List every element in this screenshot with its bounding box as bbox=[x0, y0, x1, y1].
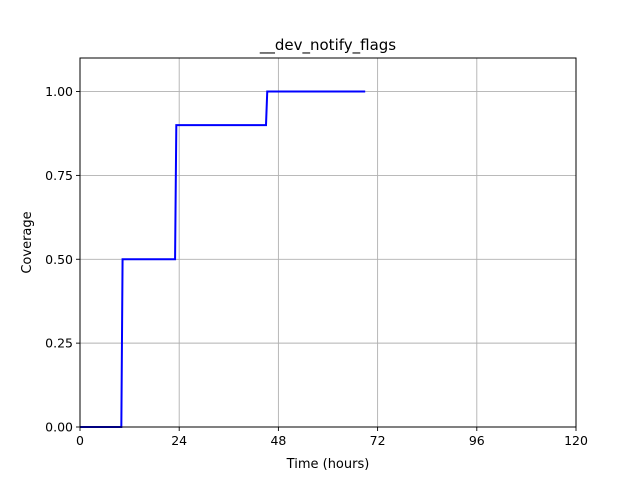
grid-layer bbox=[79, 58, 577, 428]
chart-title: __dev_notify_flags bbox=[259, 36, 396, 55]
x-tick-label: 120 bbox=[564, 433, 588, 448]
y-tick-label: 0.25 bbox=[45, 336, 73, 351]
tick-layer: 0 24 48 72 96 120 0.00 0.25 0.50 0.75 1.00 bbox=[45, 84, 588, 448]
x-tick-label: 24 bbox=[171, 433, 187, 448]
y-tick-label: 0.75 bbox=[45, 168, 73, 183]
y-tick-label: 1.00 bbox=[45, 84, 73, 99]
plot-frame bbox=[79, 57, 577, 428]
y-tick-label: 0.00 bbox=[45, 420, 73, 435]
y-tick-label: 0.50 bbox=[45, 252, 73, 267]
series-layer bbox=[80, 90, 366, 428]
x-tick-label: 0 bbox=[76, 433, 84, 448]
coverage-series-line-0 bbox=[80, 90, 366, 428]
x-axis-label: Time (hours) bbox=[286, 457, 370, 472]
x-tick-label: 96 bbox=[469, 433, 485, 448]
x-tick-label: 72 bbox=[370, 433, 386, 448]
y-axis-label: Coverage bbox=[20, 211, 35, 273]
x-tick-label: 48 bbox=[270, 433, 286, 448]
